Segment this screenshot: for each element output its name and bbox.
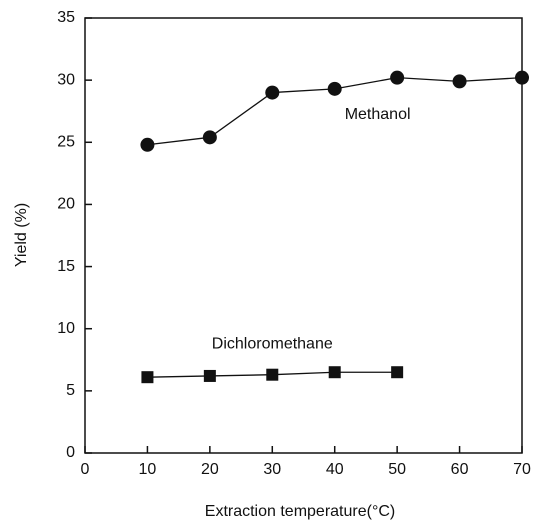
x-tick-label: 0 (81, 461, 90, 478)
x-tick-label: 40 (326, 461, 344, 478)
plot-frame (84, 17, 523, 454)
marker (265, 85, 280, 100)
marker (515, 70, 529, 85)
y-tick-label: 5 (66, 382, 75, 399)
y-tick-label: 35 (57, 9, 75, 26)
x-tick-label: 20 (201, 461, 219, 478)
y-tick-label: 15 (57, 258, 75, 275)
x-tick-label: 50 (388, 461, 406, 478)
marker (452, 74, 467, 89)
series-label: Methanol (345, 106, 411, 123)
marker (390, 70, 405, 85)
marker (140, 137, 155, 152)
marker (202, 130, 217, 145)
x-tick-label: 30 (263, 461, 281, 478)
y-tick-label: 20 (57, 196, 75, 213)
marker (141, 371, 154, 384)
marker (391, 366, 404, 379)
y-tick-label: 30 (57, 71, 75, 88)
x-axis-label: Extraction temperature(°C) (205, 503, 395, 520)
y-axis-label: Yield (%) (13, 203, 30, 267)
marker (328, 366, 341, 379)
marker (203, 369, 216, 382)
y-tick-label: 25 (57, 134, 75, 151)
y-tick-label: 10 (57, 320, 75, 337)
marker (327, 81, 342, 96)
x-tick-label: 70 (513, 461, 531, 478)
x-tick-label: 60 (451, 461, 469, 478)
y-tick-label: 0 (66, 444, 75, 461)
series-label: Dichloromethane (212, 335, 333, 352)
marker (266, 368, 279, 381)
x-tick-label: 10 (139, 461, 157, 478)
